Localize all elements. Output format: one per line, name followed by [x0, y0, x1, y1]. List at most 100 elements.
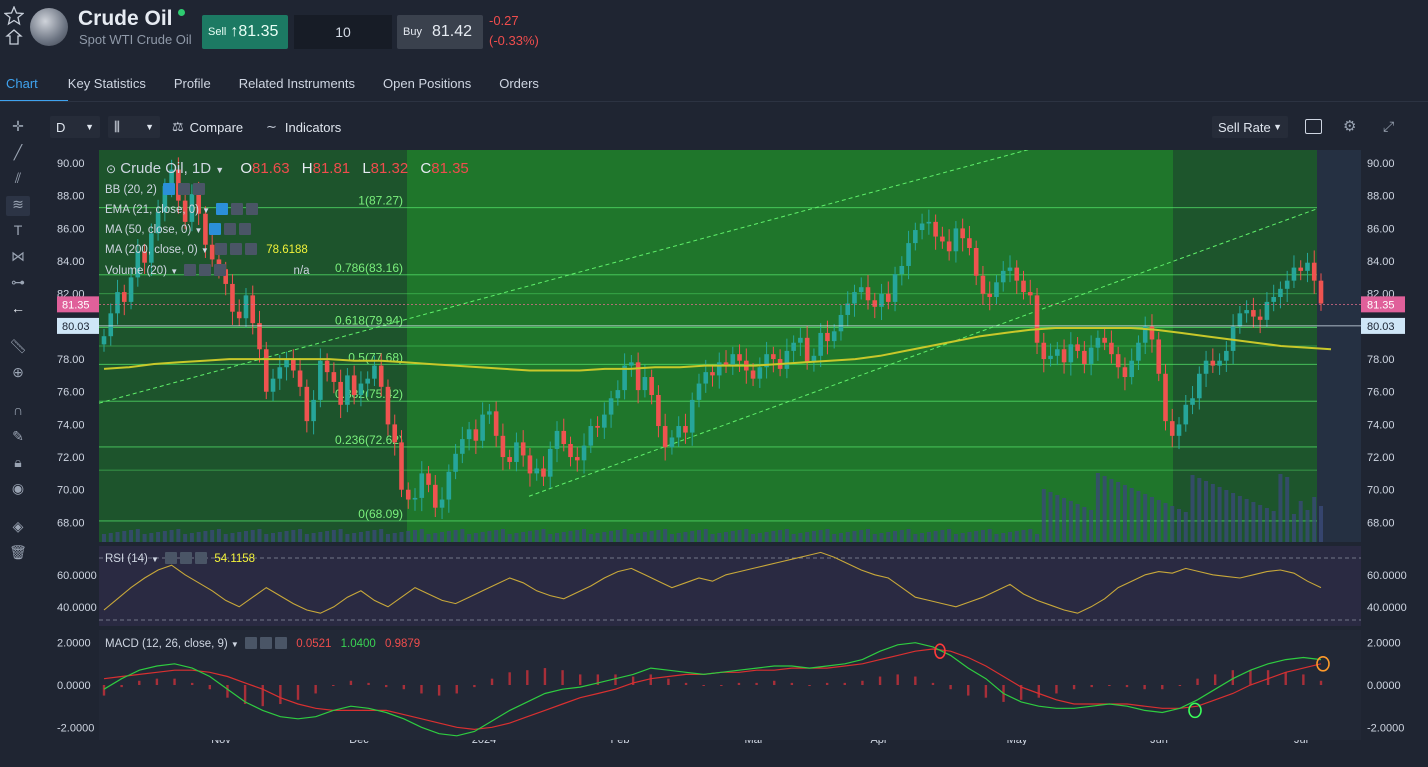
volume-bar	[751, 534, 756, 542]
price-tick-right: 76.00	[1367, 387, 1395, 399]
close-icon[interactable]	[214, 264, 227, 276]
buy-button[interactable]: Buy 81.42	[397, 15, 483, 49]
volume-bar	[818, 530, 823, 542]
eye-icon[interactable]	[208, 223, 221, 235]
volume-bar	[365, 531, 370, 542]
candle-body	[405, 489, 411, 500]
indicator-ema[interactable]: EMA (21, close, 0) ▼	[105, 203, 259, 216]
sell-price: 81.35	[238, 23, 279, 40]
eye-icon[interactable]	[184, 264, 197, 276]
close-icon[interactable]	[192, 183, 205, 195]
zoom-icon[interactable]: ⊕	[12, 364, 24, 380]
macd-histogram-bar	[561, 670, 564, 685]
indicator-volume[interactable]: Volume (20) ▼ n/a	[105, 264, 310, 277]
close-icon[interactable]	[195, 552, 208, 564]
candle-body	[399, 442, 404, 490]
rate-select[interactable]: Sell Rate ▼	[1212, 116, 1288, 138]
layers-icon[interactable]: ◈	[12, 518, 24, 534]
candle-body	[852, 292, 857, 304]
macd-histogram-bar	[596, 674, 600, 685]
ma50-label: MA (50, close, 0)	[105, 224, 192, 236]
magnet-icon[interactable]: ∩	[12, 402, 24, 418]
indicator-rsi[interactable]: RSI (14) ▼ 54.1158	[105, 552, 255, 565]
candle-body	[1061, 349, 1067, 363]
gear-icon[interactable]	[231, 203, 244, 215]
volume-bar	[1312, 497, 1317, 542]
legend-settings-icon[interactable]: ⊙	[106, 162, 117, 176]
gear-icon[interactable]	[199, 264, 212, 276]
close-icon[interactable]	[238, 223, 251, 235]
tab-chart[interactable]: Chart	[0, 70, 68, 102]
gear-icon[interactable]	[223, 223, 236, 235]
settings-gear-icon[interactable]: ⚙	[1343, 118, 1357, 135]
eye-icon[interactable]	[162, 183, 175, 195]
pattern-icon[interactable]: ⋈	[11, 248, 25, 264]
interval-select[interactable]: D ▼	[50, 116, 100, 138]
eye-icon[interactable]	[165, 552, 178, 564]
fib-tool-icon[interactable]: ≋	[6, 196, 30, 216]
candle-body	[541, 468, 546, 477]
volume-bar	[629, 534, 634, 542]
macd-histogram-bar	[914, 676, 917, 685]
trend-line-icon[interactable]: ╱	[13, 144, 23, 160]
lock-icon[interactable]: 🔒︎	[14, 454, 22, 470]
macd-main-line	[103, 642, 1322, 737]
macd-histogram-bar	[473, 685, 476, 688]
close-icon[interactable]	[245, 243, 258, 255]
indicator-macd[interactable]: MACD (12, 26, close, 9) ▼ 0.0521 1.0400 …	[105, 637, 420, 650]
eye-icon[interactable]: ◉	[11, 480, 25, 496]
tab-open-positions[interactable]: Open Positions	[383, 76, 472, 91]
fullscreen-box-icon[interactable]	[1305, 119, 1322, 134]
back-arrow-icon[interactable]: ←	[11, 300, 25, 316]
indicator-ma200[interactable]: MA (200, close, 0) ▼ 78.6188	[105, 243, 308, 256]
candle-body	[568, 444, 573, 458]
indicators-button[interactable]: ∼ Indicators	[266, 116, 341, 138]
volume-bar	[1163, 503, 1168, 542]
indicator-bb[interactable]: BB (20, 2)	[105, 183, 205, 196]
volume-bar	[967, 532, 972, 542]
gear-icon[interactable]	[230, 243, 243, 255]
chart-type-select[interactable]: ⫼ ▼	[108, 116, 160, 138]
candle-body	[933, 221, 938, 237]
star-icon[interactable]	[3, 5, 25, 50]
quantity-input[interactable]: 10	[294, 15, 392, 49]
gear-icon[interactable]	[180, 552, 193, 564]
tab-profile[interactable]: Profile	[173, 76, 211, 91]
sell-button[interactable]: Sell ↑ 81.35	[202, 15, 288, 49]
candle-body	[960, 228, 965, 239]
candle-body	[1305, 262, 1310, 271]
high-value: 81.81	[312, 160, 351, 177]
tab-related-instruments[interactable]: Related Instruments	[238, 76, 356, 91]
volume-bar	[358, 532, 363, 542]
volume-bar	[210, 530, 215, 542]
volume-bar	[575, 530, 580, 542]
close-icon[interactable]	[246, 203, 259, 215]
tab-key-statistics[interactable]: Key Statistics	[67, 76, 146, 91]
candle-body	[196, 194, 201, 214]
text-tool-icon[interactable]: T	[13, 222, 23, 238]
tab-orders[interactable]: Orders	[499, 76, 539, 91]
channel-icon[interactable]: ⫽	[14, 170, 22, 186]
eye-icon[interactable]	[245, 637, 258, 649]
price-chart[interactable]: 1(87.27)0.786(83.16)0.618(79.94)0.5(77.6…	[49, 150, 1411, 745]
lock-drawing-icon[interactable]: ✎	[12, 428, 24, 444]
candle-body	[460, 439, 465, 454]
volume-bar	[906, 529, 911, 542]
measure-icon[interactable]: ⊶	[11, 274, 25, 290]
candle-body	[338, 381, 343, 405]
chevron-down-icon[interactable]: ▼	[215, 165, 225, 175]
gear-icon[interactable]	[260, 637, 273, 649]
indicator-ma50[interactable]: MA (50, close, 0) ▼	[105, 223, 251, 236]
crosshair-icon[interactable]: ✛	[12, 118, 24, 134]
volume-bar	[656, 530, 661, 542]
gear-icon[interactable]	[177, 183, 190, 195]
volume-bar	[135, 529, 140, 542]
eye-icon[interactable]	[215, 243, 228, 255]
trash-icon[interactable]: 🗑︎	[9, 544, 27, 560]
eye-icon[interactable]	[216, 203, 229, 215]
ruler-icon[interactable]: 📏︎	[9, 338, 27, 354]
volume-bar	[500, 529, 505, 542]
expand-icon[interactable]: ⤢	[1383, 118, 1395, 134]
compare-button[interactable]: ⚖ Compare	[172, 116, 243, 138]
close-icon[interactable]	[275, 637, 288, 649]
